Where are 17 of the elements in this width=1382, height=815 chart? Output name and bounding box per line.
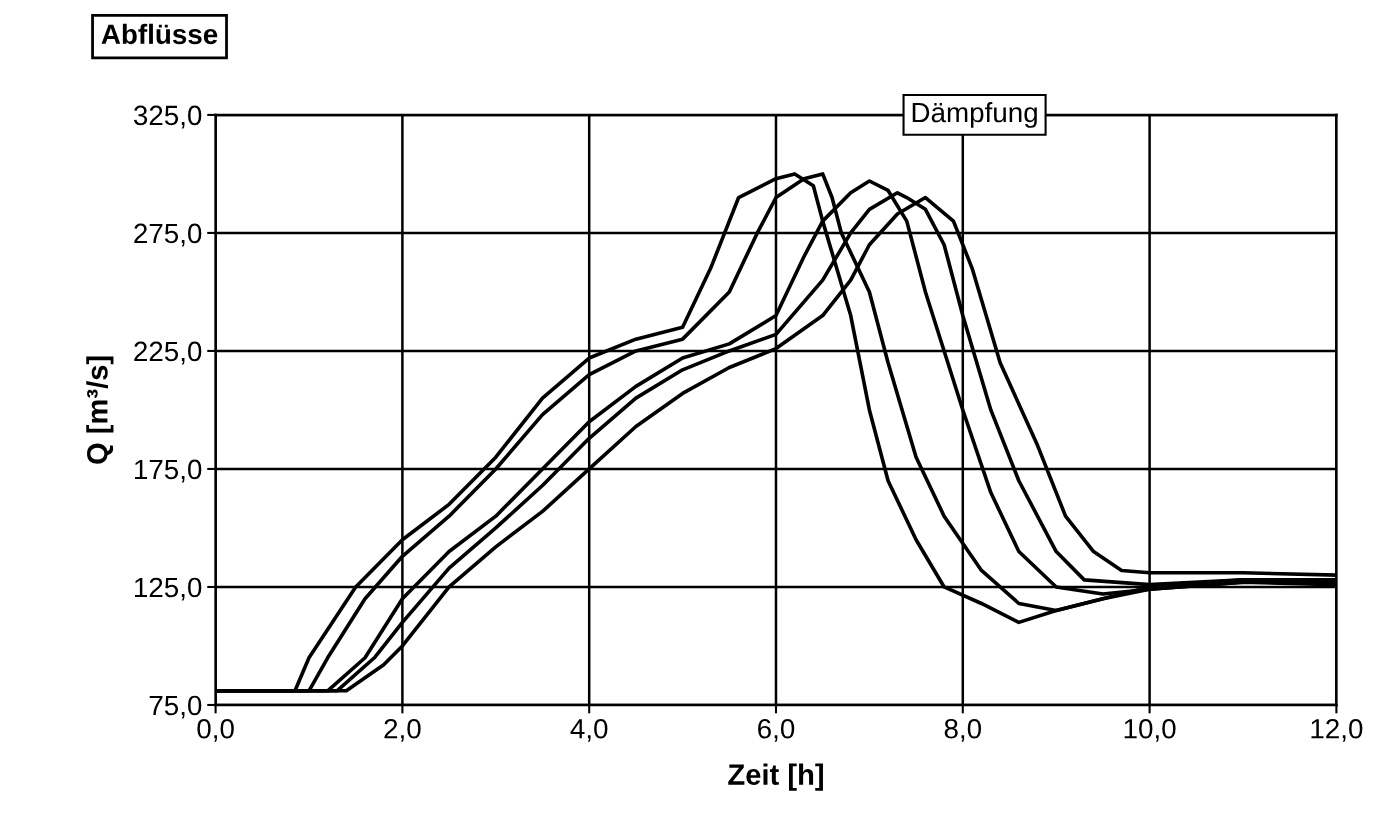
chart-title: Abflüsse (101, 23, 218, 45)
y-tick-label: 225,0 (134, 341, 202, 365)
x-tick-label: 10,0 (1124, 718, 1176, 742)
y-tick-label: 75,0 (149, 695, 202, 719)
annotation: Dämpfung (912, 102, 1037, 128)
y-axis-title: Q [m³/s] (86, 356, 114, 464)
x-tick-label: 8,0 (944, 718, 982, 742)
x-tick-label: 4,0 (570, 718, 608, 742)
y-tick-label: 125,0 (135, 577, 202, 601)
y-tick-label: 325,0 (133, 105, 202, 129)
x-tick-label: 12,0 (1311, 718, 1363, 742)
y-tick-label: 275,0 (134, 223, 202, 247)
x-axis-title: Zeit [h] (728, 763, 823, 791)
x-tick-label: 0,0 (197, 718, 234, 742)
x-tick-label: 6,0 (758, 718, 795, 742)
x-tick-label: 2,0 (384, 718, 421, 742)
y-tick-label: 175,0 (135, 459, 202, 483)
